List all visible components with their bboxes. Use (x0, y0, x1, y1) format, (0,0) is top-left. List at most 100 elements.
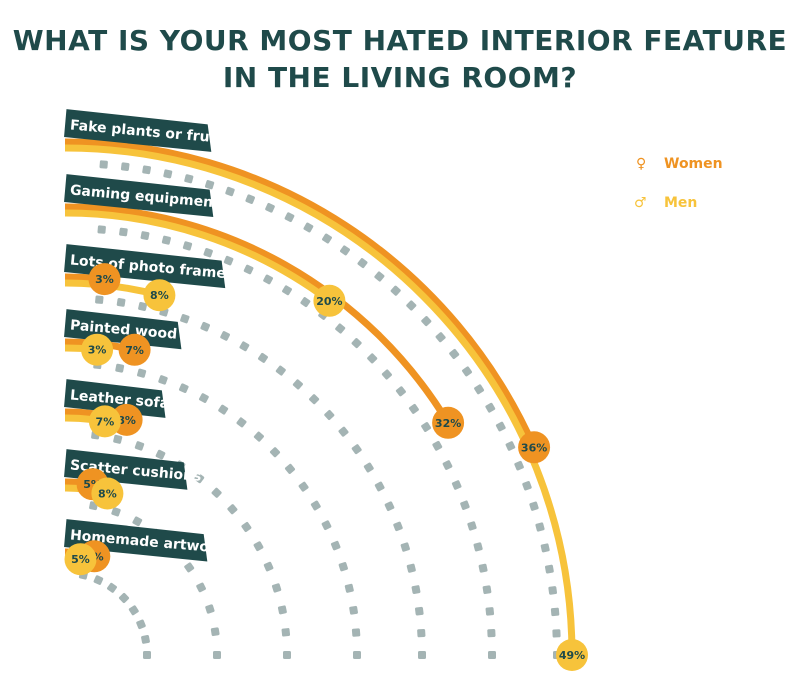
bubble-men-4: 7% (88, 405, 121, 438)
bubble-women-1: 32% (432, 406, 465, 439)
plant-icon (120, 162, 130, 171)
gamepad-icon (395, 386, 406, 397)
bubble-women-3: 7% (118, 333, 151, 366)
chart-title: WHAT IS YOUR MOST HATED INTERIOR FEATURE… (0, 22, 800, 96)
sofa-icon (263, 561, 274, 572)
title-line-1: WHAT IS YOUR MOST HATED INTERIOR FEATURE (12, 24, 788, 57)
cushion-icon (205, 604, 215, 614)
plant-icon (390, 285, 401, 296)
photo-frame-icon (363, 462, 374, 473)
bubble-men-3-circle (81, 333, 114, 366)
photo-frame-icon (239, 341, 250, 352)
wood-plank-icon (284, 463, 296, 474)
cushion-icon (132, 516, 143, 527)
plant-icon (322, 233, 332, 244)
sofa-icon (277, 605, 287, 615)
plant-icon (552, 629, 561, 638)
wood-plank-icon (321, 520, 332, 531)
plant-icon (462, 366, 472, 377)
photo-frame-icon (418, 651, 426, 659)
plant-icon (522, 481, 532, 491)
photo-frame-icon (351, 444, 362, 455)
bubble-women-3-label: 7% (125, 344, 144, 357)
plant-icon (474, 384, 485, 395)
plant-icon (529, 501, 539, 511)
gamepad-icon (119, 227, 128, 237)
gamepad-icon (432, 440, 443, 451)
wood-plank-icon (137, 368, 147, 378)
bubble-men-0-circle (556, 639, 588, 671)
legend-label-women: Women (664, 156, 723, 172)
gamepad-icon (300, 297, 311, 308)
photo-frame-icon (338, 426, 349, 437)
gamepad-icon (408, 403, 419, 414)
bar-women-0 (65, 138, 538, 449)
legend: ♀ Women ♂ Men (634, 156, 723, 211)
plant-icon (535, 522, 545, 532)
gamepad-icon (335, 323, 346, 334)
bubble-men-6: 5% (64, 543, 97, 576)
photo-frame-icon (393, 521, 403, 532)
photo-frame-icon (384, 501, 395, 512)
plant-icon (550, 607, 560, 617)
sofa-icon (227, 504, 238, 515)
photo-frame-icon (309, 394, 320, 405)
gamepad-icon (140, 231, 150, 241)
plant-icon (406, 300, 417, 311)
female-symbol-icon: ♀ (636, 156, 646, 172)
bubble-women-0-label: 36% (521, 441, 547, 454)
photo-frame-icon (415, 606, 424, 616)
bubble-men-2-circle (143, 279, 176, 312)
bubble-women-4-label: 8% (117, 414, 136, 427)
artwork-icon (118, 592, 130, 604)
sofa-icon (113, 434, 123, 444)
bubble-women-2: 3% (88, 263, 121, 296)
wood-plank-icon (349, 605, 358, 615)
plant-icon (495, 421, 506, 432)
bubble-men-2: 8% (143, 279, 176, 312)
sofa-icon (155, 449, 166, 460)
wood-plank-icon (310, 500, 321, 511)
bubble-women-0-circle (518, 431, 551, 464)
photo-frame-icon (138, 302, 148, 311)
plant-icon (142, 165, 151, 175)
sofa-icon (211, 487, 222, 498)
photo-frame-icon (400, 542, 410, 552)
sofa-icon (281, 628, 291, 637)
gamepad-icon (482, 585, 492, 595)
bubble-men-6-circle (64, 543, 97, 576)
bubble-women-1-label: 32% (435, 417, 461, 430)
category-label-bg (64, 244, 226, 289)
plant-icon (357, 258, 368, 269)
category-label-bg (64, 109, 212, 152)
male-symbol-icon: ♂ (634, 195, 647, 211)
plant-icon (99, 160, 108, 169)
wood-plank-icon (236, 417, 247, 428)
gamepad-icon (485, 607, 495, 616)
gamepad-icon (473, 542, 483, 552)
gamepad-icon (263, 274, 273, 285)
photo-frame-icon (406, 563, 416, 573)
gamepad-icon (161, 235, 171, 245)
bubble-men-0-label: 49% (559, 649, 585, 662)
plant-icon (540, 543, 550, 553)
photo-frame-icon (292, 379, 303, 390)
plant-icon (284, 212, 295, 223)
bubble-women-3-circle (118, 333, 151, 366)
gamepad-icon (460, 500, 470, 510)
cushion-icon (210, 627, 220, 637)
gamepad-icon (203, 248, 213, 258)
sofa-icon (194, 473, 205, 484)
sofa-icon (283, 651, 291, 659)
cushion-icon (111, 507, 121, 517)
sofa-icon (271, 583, 282, 593)
plant-icon (184, 174, 194, 184)
artwork-icon (141, 634, 150, 644)
bubble-women-0: 36% (518, 431, 551, 464)
legend-item-men: ♂ Men (634, 195, 697, 211)
plant-icon (163, 169, 173, 179)
plant-icon (514, 460, 524, 471)
photo-frame-icon (275, 365, 286, 376)
wood-plank-icon (218, 404, 229, 415)
